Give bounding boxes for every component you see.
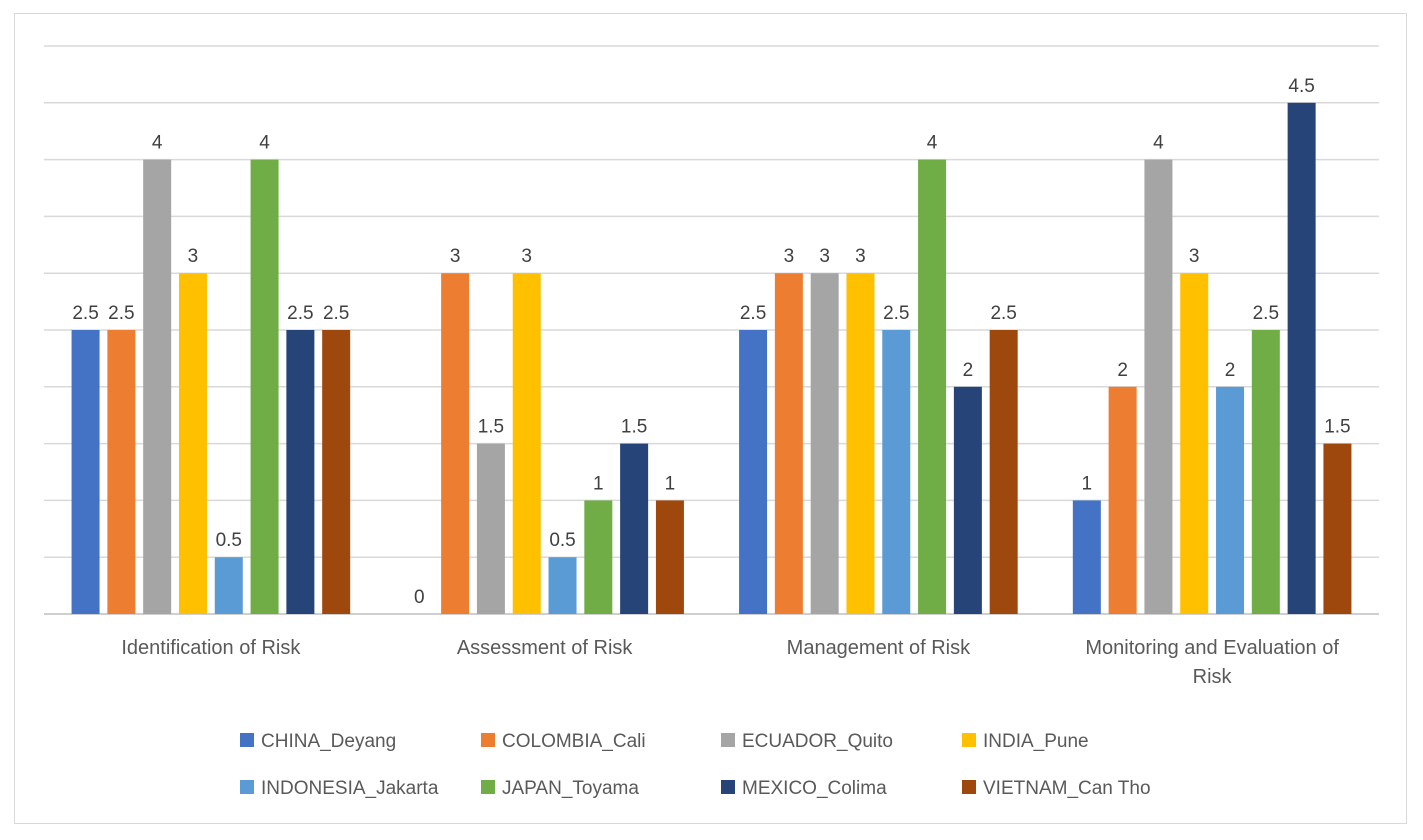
data-label: 0.5 bbox=[216, 530, 242, 551]
data-label: 3 bbox=[521, 246, 532, 267]
data-label: 3 bbox=[855, 246, 866, 267]
legend-item: ECUADOR_Quito bbox=[721, 731, 893, 752]
gridlines bbox=[44, 45, 1379, 615]
bar bbox=[989, 330, 1018, 614]
bar bbox=[739, 330, 768, 614]
bar bbox=[512, 273, 541, 614]
data-label: 2 bbox=[1117, 360, 1128, 381]
data-labels: 2.5 2.5 4 3 0.5 4 2.5 2.5 0 3 1.5 3 0.5 1 1.5 1 2.5 3 3 3 2.… bbox=[72, 76, 1350, 608]
data-label: 2.5 bbox=[323, 303, 349, 324]
category-label: Monitoring and Evaluation of Risk bbox=[1085, 637, 1339, 688]
data-label: 4.5 bbox=[1288, 76, 1314, 97]
data-label: 4 bbox=[152, 133, 163, 154]
data-label: 4 bbox=[1153, 133, 1164, 154]
bar bbox=[810, 273, 839, 614]
bar bbox=[1108, 386, 1137, 614]
data-label: 4 bbox=[259, 133, 270, 154]
bar bbox=[620, 443, 649, 614]
legend-label: INDIA_Pune bbox=[983, 731, 1089, 752]
bar bbox=[1251, 330, 1280, 614]
bar bbox=[882, 330, 911, 614]
bar bbox=[71, 330, 100, 614]
data-label: 2.5 bbox=[72, 303, 98, 324]
bar bbox=[1323, 443, 1352, 614]
bar bbox=[846, 273, 875, 614]
chart-frame bbox=[14, 13, 1407, 824]
legend-item: INDONESIA_Jakarta bbox=[240, 778, 439, 799]
bar bbox=[178, 273, 207, 614]
bar bbox=[476, 443, 505, 614]
data-label: 2.5 bbox=[108, 303, 134, 324]
legend-label: JAPAN_Toyama bbox=[502, 778, 639, 799]
data-label: 2.5 bbox=[1253, 303, 1279, 324]
data-label: 2.5 bbox=[740, 303, 766, 324]
data-label: 3 bbox=[784, 246, 795, 267]
legend-swatch bbox=[962, 780, 976, 794]
bar bbox=[250, 159, 279, 614]
data-label: 1.5 bbox=[478, 417, 504, 438]
legend-label: COLOMBIA_Cali bbox=[502, 731, 646, 752]
bar bbox=[655, 500, 684, 614]
bar bbox=[1072, 500, 1101, 614]
bar bbox=[584, 500, 613, 614]
category-labels: Identification of Risk Assessment of Risk… bbox=[121, 637, 1339, 688]
data-label: 1.5 bbox=[621, 417, 647, 438]
legend-item: MEXICO_Colima bbox=[721, 778, 887, 799]
bars bbox=[71, 102, 1352, 615]
bar bbox=[441, 273, 470, 614]
data-label: 2.5 bbox=[287, 303, 313, 324]
legend-label: ECUADOR_Quito bbox=[742, 731, 893, 752]
category-label: Identification of Risk bbox=[121, 637, 301, 659]
data-label: 1 bbox=[665, 473, 676, 494]
bar bbox=[774, 273, 803, 614]
legend-swatch bbox=[721, 733, 735, 747]
bar bbox=[953, 386, 982, 614]
data-label: 3 bbox=[450, 246, 461, 267]
bar bbox=[1287, 102, 1316, 615]
bar bbox=[1180, 273, 1209, 614]
data-label: 1 bbox=[1082, 473, 1093, 494]
bar bbox=[322, 330, 351, 614]
bar bbox=[918, 159, 947, 614]
legend-item: VIETNAM_Can Tho bbox=[962, 778, 1151, 799]
data-label: 3 bbox=[188, 246, 199, 267]
data-label: 0 bbox=[414, 587, 425, 608]
data-label: 3 bbox=[819, 246, 830, 267]
legend-item: JAPAN_Toyama bbox=[481, 778, 639, 799]
data-label: 1.5 bbox=[1324, 417, 1350, 438]
legend-swatch bbox=[962, 733, 976, 747]
legend-label: CHINA_Deyang bbox=[261, 731, 396, 752]
data-label: 2.5 bbox=[990, 303, 1016, 324]
legend-swatch bbox=[721, 780, 735, 794]
bar bbox=[107, 330, 136, 614]
legend-item: INDIA_Pune bbox=[962, 731, 1089, 752]
bar bbox=[214, 557, 243, 614]
category-label: Management of Risk bbox=[787, 637, 971, 659]
data-label: 0.5 bbox=[549, 530, 575, 551]
legend-swatch bbox=[240, 733, 254, 747]
bar bbox=[286, 330, 315, 614]
legend-label: MEXICO_Colima bbox=[742, 778, 887, 799]
bar bbox=[143, 159, 172, 614]
data-label: 1 bbox=[593, 473, 604, 494]
legend-label: INDONESIA_Jakarta bbox=[261, 778, 439, 799]
category-label: Assessment of Risk bbox=[457, 637, 634, 659]
legend-swatch bbox=[240, 780, 254, 794]
legend-swatch bbox=[481, 733, 495, 747]
legend-label: VIETNAM_Can Tho bbox=[983, 778, 1151, 799]
data-label: 4 bbox=[927, 133, 938, 154]
data-label: 3 bbox=[1189, 246, 1200, 267]
legend-item: COLOMBIA_Cali bbox=[481, 731, 646, 752]
data-label: 2 bbox=[963, 360, 974, 381]
bar bbox=[548, 557, 577, 614]
legend-swatch bbox=[481, 780, 495, 794]
legend-item: CHINA_Deyang bbox=[240, 731, 396, 752]
bar bbox=[1144, 159, 1173, 614]
data-label: 2 bbox=[1225, 360, 1236, 381]
legend: CHINA_Deyang COLOMBIA_Cali ECUADOR_Quito IN… bbox=[240, 731, 1151, 799]
data-label: 2.5 bbox=[883, 303, 909, 324]
bar bbox=[1216, 386, 1245, 614]
